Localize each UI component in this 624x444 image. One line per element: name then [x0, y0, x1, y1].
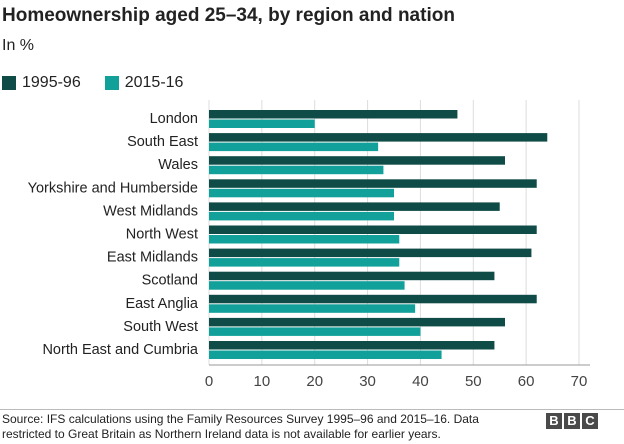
legend-item-1995: 1995-96 [2, 74, 81, 92]
source-note: Source: IFS calculations using the Famil… [2, 412, 479, 441]
footer-divider [0, 409, 624, 410]
bbc-logo-letter-c: C [582, 413, 598, 429]
legend-label-1995: 1995-96 [22, 74, 81, 91]
category-label-south-east: South East [127, 134, 198, 150]
bbc-logo-letter-b1: B [546, 413, 562, 429]
legend-swatch-1995 [2, 76, 16, 90]
category-label-east-midlands: East Midlands [107, 250, 198, 266]
bar-north-west-1995-96 [209, 225, 537, 234]
x-tick-label-60: 60 [518, 373, 535, 390]
category-label-north-east-and-cumbria: North East and Cumbria [42, 342, 198, 358]
bar-south-east-2015-16 [209, 142, 379, 152]
legend-label-2015: 2015-16 [124, 74, 184, 91]
bar-chart: London South East Wales Yorkshire and Humbe… [28, 100, 590, 390]
category-label-west-midlands: West Midlands [103, 203, 198, 219]
bar-north-west-2015-16 [209, 235, 400, 244]
bbc-logo: B B C [544, 413, 598, 429]
legend-swatch-2015 [104, 76, 119, 90]
chart-subtitle: In % [2, 37, 35, 54]
category-label-wales: Wales [158, 157, 198, 173]
bar-north-east-and-cumbria-2015-16 [209, 350, 442, 359]
category-label-scotland: Scotland [142, 273, 198, 289]
bar-east-midlands-2015-16 [209, 258, 400, 267]
x-tick-label-50: 50 [465, 373, 482, 390]
category-label-north-west: North West [126, 227, 198, 243]
chart-title: Homeownership aged 25–34, by region and … [2, 5, 455, 26]
bar-london-2015-16 [209, 119, 315, 128]
category-label-east-anglia: East Anglia [125, 296, 198, 312]
bar-scotland-2015-16 [209, 281, 405, 290]
x-tick-label-10: 10 [254, 373, 271, 390]
bar-yorkshire-and-humberside-2015-16 [209, 188, 394, 198]
x-tick-label-70: 70 [571, 373, 588, 390]
bar-west-midlands-1995-96 [209, 202, 500, 211]
x-tick-label-20: 20 [306, 373, 323, 390]
bar-south-east-1995-96 [209, 133, 548, 142]
bar-north-east-and-cumbria-1995-96 [209, 341, 495, 350]
bar-wales-1995-96 [209, 156, 505, 165]
bar-south-west-1995-96 [209, 317, 505, 327]
legend-item-2015: 2015-16 [104, 74, 184, 92]
bar-wales-2015-16 [209, 165, 384, 175]
x-tick-label-0: 0 [205, 373, 213, 390]
category-label-south-west: South West [123, 319, 198, 335]
x-tick-label-30: 30 [359, 373, 376, 390]
bar-east-anglia-2015-16 [209, 304, 416, 313]
bar-yorkshire-and-humberside-1995-96 [209, 179, 537, 188]
category-label-yorkshire-and-humberside: Yorkshire and Humberside [28, 180, 198, 196]
bar-west-midlands-2015-16 [209, 211, 394, 221]
bar-east-anglia-1995-96 [209, 294, 537, 304]
bar-south-west-2015-16 [209, 327, 421, 336]
x-tick-label-40: 40 [412, 373, 429, 390]
bar-london-1995-96 [209, 110, 458, 119]
chart-legend: 1995-96 2015-16 [2, 73, 207, 93]
bbc-logo-letter-b2: B [564, 413, 580, 429]
bar-scotland-1995-96 [209, 271, 495, 281]
bar-east-midlands-1995-96 [209, 248, 532, 258]
category-label-london: London [150, 111, 198, 127]
